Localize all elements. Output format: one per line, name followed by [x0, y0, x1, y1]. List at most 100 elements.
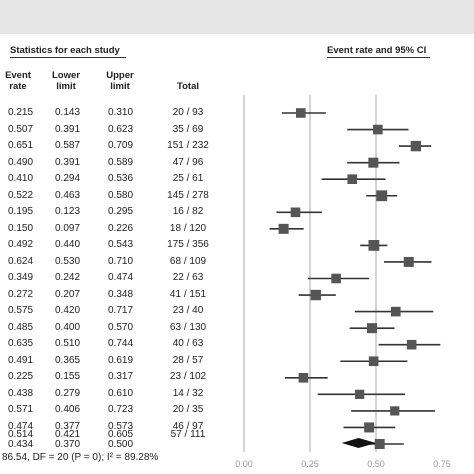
col-header-event-rate: Event rate	[5, 70, 31, 92]
event-rate-value: 0.272	[8, 289, 34, 300]
event-rate-value: 0.491	[8, 355, 34, 366]
event-rate-value: 0.225	[8, 371, 34, 382]
lower-limit-value: 0.279	[55, 388, 81, 399]
x-tick-label: 0.00	[235, 459, 253, 469]
table-row: 0.624 0.530 0.710 68 / 109	[0, 253, 235, 271]
lower-limit-value: 0.510	[55, 338, 81, 349]
table-row: 0.150 0.097 0.226 18 / 120	[0, 220, 235, 238]
summary-event-rate: 0.434	[8, 439, 34, 450]
lower-limit-value: 0.365	[55, 355, 81, 366]
study-marker	[331, 273, 341, 284]
study-marker	[403, 256, 414, 267]
upper-limit-value: 0.723	[108, 404, 134, 415]
lower-limit-value: 0.391	[55, 124, 81, 135]
event-rate-value: 0.195	[8, 206, 34, 217]
lower-limit-value: 0.294	[55, 173, 81, 184]
table-row: 0.215 0.143 0.310 20 / 93	[0, 104, 235, 122]
table-row: 0.492 0.440 0.543 175 / 356	[0, 236, 235, 254]
study-marker	[310, 289, 322, 301]
total-value: 47 / 96	[172, 157, 204, 168]
total-value: 40 / 63	[172, 338, 204, 349]
lower-limit-value: 0.440	[55, 239, 81, 250]
upper-limit-value: 0.610	[108, 388, 134, 399]
study-marker	[410, 140, 422, 152]
table-row: 0.507 0.391 0.623 35 / 69	[0, 121, 235, 139]
study-marker	[298, 373, 309, 383]
study-marker	[278, 223, 289, 234]
lower-limit-value: 0.143	[55, 107, 81, 118]
stats-title-underline	[10, 57, 126, 58]
event-rate-value: 0.150	[8, 223, 34, 234]
table-row: 0.514 0.421 0.605 57 / 111	[0, 426, 235, 444]
study-marker	[364, 422, 375, 433]
study-marker	[374, 439, 385, 449]
x-tick-label: 0.25	[301, 459, 319, 469]
table-row: 0.485 0.400 0.570 63 / 130	[0, 319, 235, 337]
col-header-upper-limit: Upper limit	[106, 70, 134, 92]
table-row: 0.651 0.587 0.709 151 / 232	[0, 137, 235, 155]
upper-limit-value: 0.589	[108, 157, 134, 168]
lower-limit-value: 0.377	[55, 421, 81, 432]
event-rate-value: 0.438	[8, 388, 34, 399]
event-rate-value: 0.651	[8, 140, 34, 151]
event-rate-value: 0.474	[8, 421, 34, 432]
lower-limit-value: 0.530	[55, 256, 81, 267]
study-marker	[368, 240, 380, 251]
total-value: 145 / 278	[167, 190, 209, 201]
table-row: 0.195 0.123 0.295 16 / 82	[0, 203, 235, 221]
study-marker	[406, 339, 417, 350]
upper-limit-value: 0.226	[108, 223, 134, 234]
upper-limit-value: 0.570	[108, 322, 134, 333]
total-value: 25 / 61	[172, 173, 204, 184]
table-row: 0.349 0.242 0.474 22 / 63	[0, 269, 235, 287]
event-rate-value: 0.349	[8, 272, 34, 283]
total-value: 151 / 232	[167, 140, 209, 151]
event-rate-value: 0.522	[8, 190, 34, 201]
study-marker	[376, 190, 388, 202]
study-marker	[368, 356, 379, 367]
summary-diamond	[341, 438, 376, 448]
event-rate-value: 0.514	[8, 429, 34, 440]
event-rate-value: 0.215	[8, 107, 34, 118]
study-marker	[391, 306, 401, 317]
total-value: 68 / 109	[169, 256, 207, 267]
header-band	[0, 0, 474, 34]
event-rate-value: 0.571	[8, 404, 34, 415]
lower-limit-value: 0.587	[55, 140, 81, 151]
total-value: 28 / 57	[172, 355, 204, 366]
upper-limit-value: 0.536	[108, 173, 134, 184]
upper-limit-value: 0.348	[108, 289, 134, 300]
lower-limit-value: 0.406	[55, 404, 81, 415]
plot-title: Event rate and 95% CI	[327, 45, 427, 56]
event-rate-value: 0.485	[8, 322, 34, 333]
total-value: 18 / 120	[169, 223, 207, 234]
study-marker	[390, 406, 400, 416]
lower-limit-value: 0.207	[55, 289, 81, 300]
upper-limit-value: 0.717	[108, 305, 134, 316]
event-rate-value: 0.635	[8, 338, 34, 349]
lower-limit-value: 0.463	[55, 190, 81, 201]
study-marker	[368, 157, 379, 168]
event-rate-value: 0.492	[8, 239, 34, 250]
table-row: 0.272 0.207 0.348 41 / 151	[0, 286, 235, 304]
lower-limit-value: 0.155	[55, 371, 81, 382]
upper-limit-value: 0.310	[108, 107, 134, 118]
table-row: 0.571 0.406 0.723 20 / 35	[0, 401, 235, 419]
study-marker	[355, 389, 365, 399]
heterogeneity-footer: 86.54, DF = 20 (P = 0); I² = 89.28%	[2, 452, 159, 463]
lower-limit-value: 0.400	[55, 322, 81, 333]
upper-limit-value: 0.295	[108, 206, 134, 217]
event-rate-value: 0.410	[8, 173, 34, 184]
lower-limit-value: 0.420	[55, 305, 81, 316]
lower-limit-value: 0.123	[55, 206, 81, 217]
upper-limit-value: 0.474	[108, 272, 134, 283]
table-row: 0.491 0.365 0.619 28 / 57	[0, 352, 235, 370]
summary-row: 0.434 0.370 0.500	[0, 436, 235, 454]
total-value: 57 / 111	[170, 429, 206, 440]
total-value: 16 / 82	[172, 206, 204, 217]
event-rate-value: 0.575	[8, 305, 34, 316]
stats-title: Statistics for each study	[10, 45, 120, 56]
table-row: 0.438 0.279 0.610 14 / 32	[0, 385, 235, 403]
upper-limit-value: 0.623	[108, 124, 134, 135]
